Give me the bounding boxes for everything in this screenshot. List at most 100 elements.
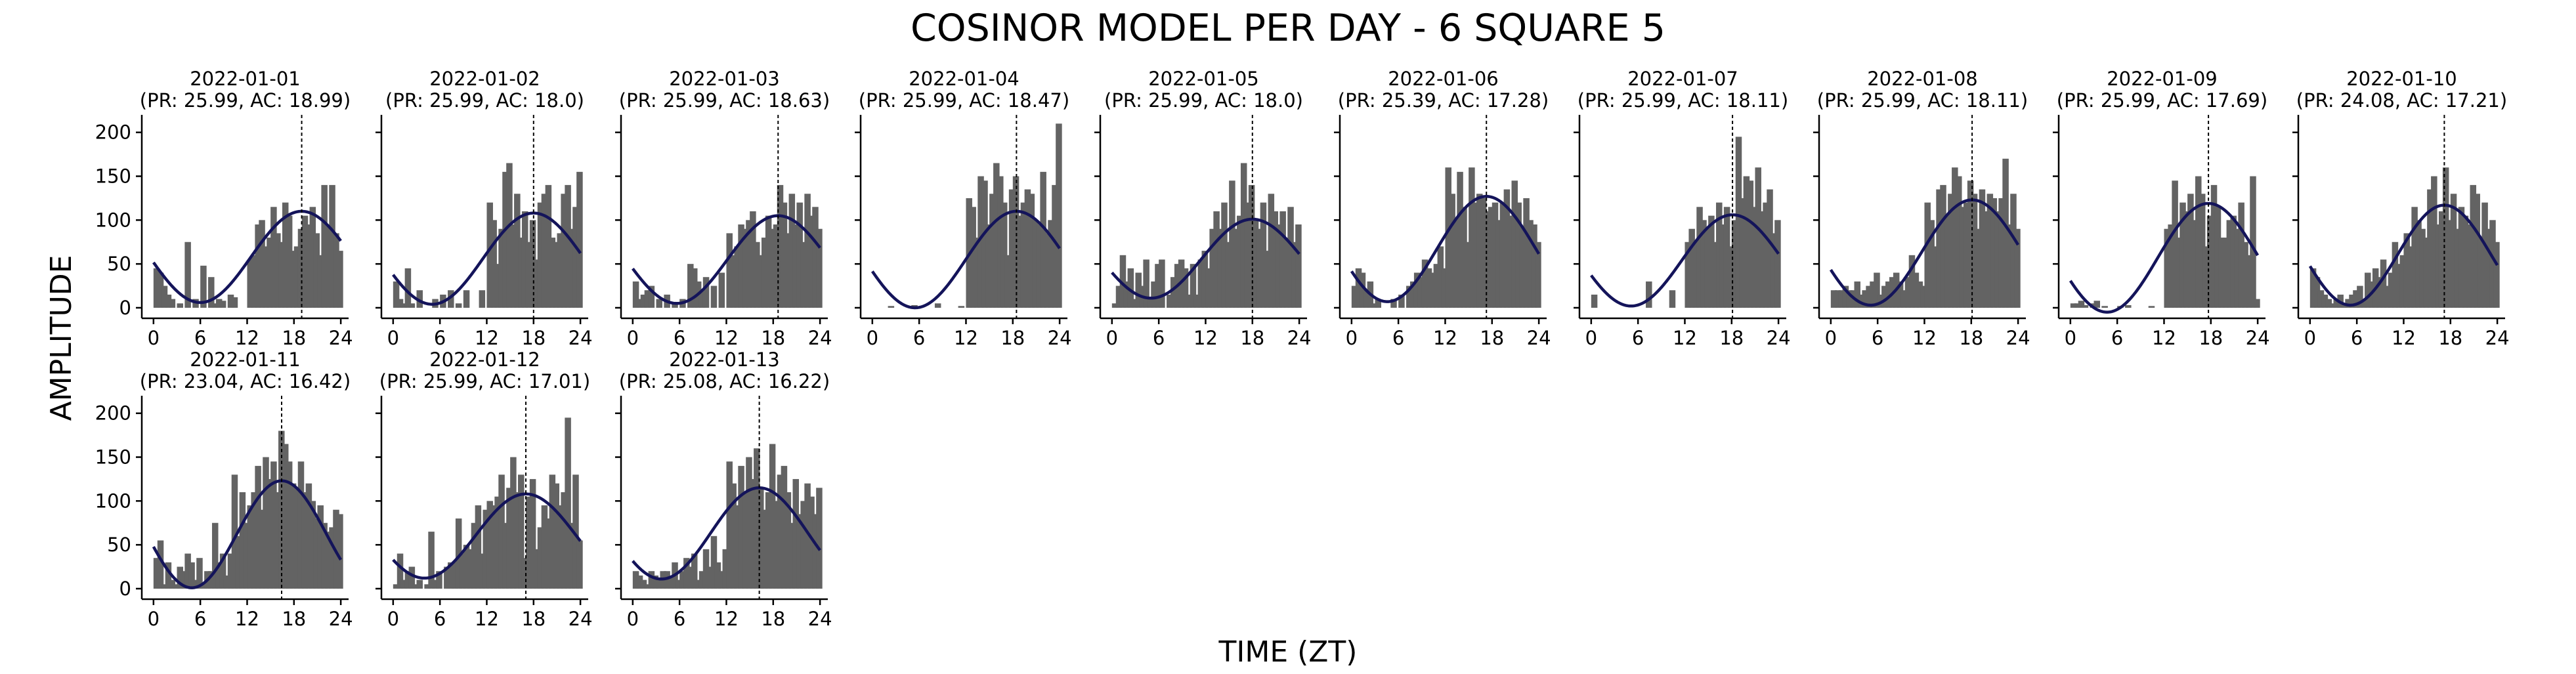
- activity-bar: [2407, 246, 2414, 308]
- activity-bar: [1975, 228, 1982, 308]
- activity-bar: [428, 532, 435, 589]
- activity-bar: [777, 184, 784, 308]
- activity-bar: [804, 483, 811, 589]
- activity-bar: [537, 527, 544, 589]
- activity-bar: [1971, 194, 1978, 308]
- activity-bar: [1920, 285, 1927, 308]
- x-tick-label: 24: [2246, 327, 2270, 349]
- activity-bar: [985, 224, 992, 308]
- panel-title-stats: (PR: 25.08, AC: 16.22): [619, 370, 830, 392]
- activity-bar: [161, 584, 168, 589]
- activity-bar: [1499, 202, 1507, 308]
- cosinor-fit-line: [632, 214, 821, 305]
- activity-bar: [514, 492, 521, 589]
- activity-bar: [1723, 207, 1730, 308]
- y-tick-label: 150: [95, 165, 131, 188]
- activity-bar: [888, 306, 895, 308]
- activity-bar: [1276, 224, 1282, 308]
- activity-bar: [274, 233, 281, 308]
- activity-bar: [632, 281, 639, 308]
- activity-bar: [714, 562, 721, 589]
- activity-bar: [267, 238, 273, 308]
- activity-bar: [290, 483, 297, 589]
- activity-bar: [1217, 228, 1224, 308]
- panel-title-stats: (PR: 25.99, AC: 18.63): [619, 89, 830, 112]
- activity-bar: [1523, 198, 1530, 308]
- activity-bar: [2250, 176, 2256, 308]
- activity-bar: [274, 492, 281, 589]
- activity-bar: [393, 281, 400, 308]
- activity-bar: [1111, 303, 1119, 308]
- activity-bar: [451, 562, 458, 589]
- panel: 2022-01-11(PR: 23.04, AC: 16.42) 0 6 12 18 24…: [95, 348, 353, 630]
- activity-bar: [1240, 163, 1247, 308]
- activity-bar: [498, 228, 505, 308]
- activity-bar: [710, 285, 718, 308]
- activity-bar: [1834, 290, 1841, 308]
- x-tick-label: 0: [387, 327, 399, 349]
- x-tick-label: 12: [475, 608, 499, 630]
- activity-bar: [502, 522, 509, 589]
- activity-bar: [746, 457, 752, 589]
- activity-bar: [525, 242, 532, 308]
- activity-bar: [691, 553, 698, 589]
- activity-bar: [321, 184, 328, 308]
- activity-bar: [2423, 238, 2430, 308]
- activity-bar: [1495, 220, 1503, 308]
- x-tick-label: 6: [1872, 327, 1883, 349]
- y-tick-label: 100: [95, 209, 131, 231]
- activity-bar: [1743, 176, 1750, 308]
- activity-bar: [784, 492, 792, 589]
- x-tick-label: 12: [2152, 327, 2176, 349]
- activity-bar: [153, 558, 160, 589]
- activity-bar: [1433, 264, 1440, 308]
- activity-bar: [1900, 290, 1908, 308]
- activity-bar: [1461, 207, 1467, 308]
- activity-bar: [816, 228, 823, 308]
- activity-bar: [2010, 194, 2017, 308]
- activity-bar: [1000, 202, 1008, 308]
- activity-bar: [2206, 215, 2214, 308]
- activity-bar: [1040, 171, 1046, 308]
- activity-bar: [664, 571, 670, 589]
- activity-bar: [1908, 255, 1916, 308]
- activity-bar: [1716, 202, 1723, 308]
- activity-bar: [1279, 211, 1286, 308]
- activity-bar: [200, 584, 207, 589]
- activity-bar: [1979, 189, 1986, 308]
- activity-bar: [702, 549, 710, 589]
- activity-bar: [738, 465, 744, 589]
- activity-bar: [227, 294, 234, 308]
- x-axis-label: TIME (ZT): [1218, 635, 1358, 669]
- panel-title-stats: (PR: 25.99, AC: 18.11): [1817, 89, 2028, 112]
- activity-bar: [533, 259, 540, 308]
- activity-bar: [679, 571, 686, 589]
- activity-bar: [746, 220, 752, 308]
- activity-bar: [408, 303, 416, 308]
- x-tick-label: 24: [1767, 327, 1791, 349]
- panel: 2022-01-02(PR: 25.99, AC: 18.0) 0 6 12 18 24: [376, 68, 593, 349]
- activity-bar: [1151, 281, 1157, 308]
- activity-bar: [2313, 277, 2321, 308]
- activity-bar: [2474, 194, 2480, 308]
- activity-bar: [997, 176, 1004, 308]
- x-tick-label: 0: [148, 327, 160, 349]
- activity-bar: [1990, 198, 1998, 308]
- activity-bar: [754, 448, 760, 589]
- activity-bar: [502, 171, 509, 308]
- activity-bar: [1205, 268, 1212, 308]
- activity-bar: [165, 294, 172, 308]
- activity-bar: [479, 290, 486, 308]
- activity-bar: [1004, 255, 1012, 308]
- activity-bar: [698, 290, 706, 308]
- activity-bar: [668, 575, 674, 589]
- activity-bar: [305, 224, 312, 308]
- activity-bar: [2317, 290, 2325, 308]
- activity-bar: [553, 242, 560, 308]
- activity-bar: [1535, 242, 1541, 308]
- panel-title-date: 2022-01-07: [1627, 68, 1738, 90]
- activity-bar: [730, 255, 737, 308]
- activity-bar: [400, 303, 408, 308]
- x-tick-label: 18: [1240, 327, 1264, 349]
- activity-bar: [1846, 290, 1853, 308]
